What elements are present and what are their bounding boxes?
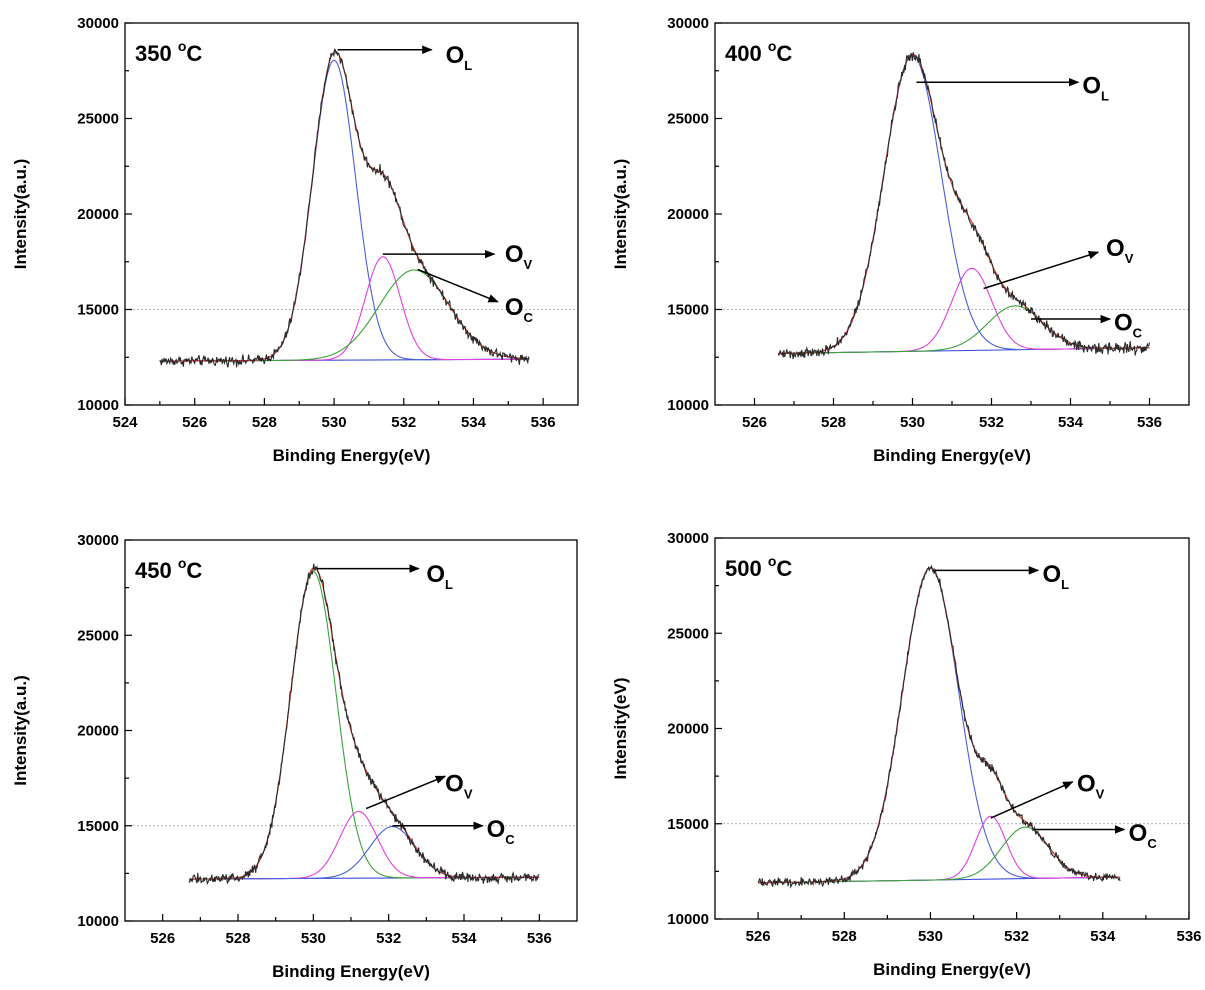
- x-tick-label: 534: [451, 930, 477, 947]
- y-tick-label: 20000: [667, 206, 709, 223]
- peak-curve-ol-350c: [159, 59, 530, 362]
- x-tick-label: 528: [225, 930, 250, 947]
- x-axis-label: Binding Energy(eV): [873, 446, 1031, 465]
- y-tick-label: 15000: [77, 302, 119, 319]
- peak-curve-oc-500c: [758, 826, 1121, 884]
- panel-title: 500 oC: [725, 553, 792, 581]
- arrow-ov: [990, 781, 1074, 819]
- x-tick-label: 534: [1090, 928, 1116, 945]
- fit-envelope-350c: [159, 50, 530, 362]
- chart-panel-450c: 10000 15000 20000 25000 30000 526 528 530 532 534…: [11, 532, 578, 981]
- peak-label-oc: OC: [487, 816, 516, 847]
- y-tick-label: 10000: [77, 913, 119, 930]
- peak-curve-ol-400c: [778, 54, 1150, 354]
- peak-label-ol: OL: [446, 42, 473, 73]
- plot-frame-350c: [124, 22, 579, 406]
- peak-label-ov: OV: [1106, 235, 1134, 266]
- x-tick-label: 536: [531, 414, 556, 431]
- y-tick-label: 20000: [77, 723, 119, 740]
- x-tick-label: 536: [1176, 928, 1201, 945]
- peak-curve-oc-350c: [159, 269, 530, 362]
- panel-title: 450 oC: [135, 555, 202, 583]
- x-tick-label: 530: [918, 928, 943, 945]
- x-tick-label: 532: [391, 414, 416, 431]
- peak-label-oc: OC: [1129, 820, 1158, 851]
- y-tick-label: 15000: [667, 816, 709, 833]
- x-tick-label: 526: [182, 414, 207, 431]
- y-tick-label: 20000: [77, 206, 119, 223]
- peak-label-oc: OC: [1114, 310, 1143, 341]
- y-axis-label: Intensity(a.u.): [11, 159, 30, 270]
- y-axis-label: Intensity(eV): [611, 677, 630, 779]
- x-axis-label: Binding Energy(eV): [273, 446, 431, 465]
- y-tick-label: 15000: [667, 302, 709, 319]
- arrow-oc: [417, 268, 499, 303]
- x-tick-label: 526: [742, 414, 767, 431]
- x-tick-label: 528: [252, 414, 277, 431]
- x-axis-label: Binding Energy(eV): [272, 962, 430, 981]
- peak-curve-ov-350c: [159, 256, 530, 362]
- x-tick-label: 532: [1004, 928, 1029, 945]
- chart-panel-400c: 10000 15000 20000 25000 30000 526 528 530 532 534…: [611, 15, 1190, 465]
- fit-envelope-500c: [758, 567, 1121, 884]
- arrow-ov: [365, 775, 447, 810]
- x-tick-label: 524: [112, 414, 138, 431]
- x-tick-label: 526: [746, 928, 771, 945]
- raw-spectrum-350c: [159, 48, 530, 368]
- y-tick-label: 30000: [667, 530, 709, 547]
- chart-panel-350c: 10000 15000 20000 25000 30000 524 526 528 530 532…: [11, 15, 579, 465]
- peak-curve-ov-400c: [778, 267, 1150, 354]
- raw-spectrum-400c: [777, 52, 1151, 360]
- plot-frame-500c: [714, 537, 1190, 920]
- y-tick-label: 10000: [667, 397, 709, 414]
- y-tick-label: 25000: [667, 625, 709, 642]
- y-tick-label: 10000: [77, 397, 119, 414]
- peak-label-ol: OL: [1042, 561, 1069, 592]
- x-axis-label: Binding Energy(eV): [873, 960, 1031, 979]
- chart-panel-500c: 10000 15000 20000 25000 30000 526 528 530 532 534…: [611, 530, 1202, 979]
- x-tick-label: 534: [461, 414, 487, 431]
- peak-label-ol: OL: [1082, 73, 1109, 104]
- x-tick-label: 530: [322, 414, 347, 431]
- y-tick-label: 30000: [77, 15, 119, 32]
- arrow-ov: [983, 251, 1100, 290]
- y-tick-label: 15000: [77, 818, 119, 835]
- peak-label-ov: OV: [1077, 770, 1105, 801]
- y-axis-label: Intensity(a.u.): [611, 159, 630, 270]
- y-axis-label: Intensity(a.u.): [11, 675, 30, 786]
- x-tick-label: 536: [1137, 414, 1162, 431]
- y-tick-label: 30000: [667, 15, 709, 32]
- y-tick-label: 25000: [667, 111, 709, 128]
- peak-curve-ol-500c: [758, 567, 1121, 884]
- raw-spectrum-450c: [188, 563, 540, 886]
- y-tick-label: 20000: [667, 721, 709, 738]
- peak-label-ov: OV: [505, 241, 533, 272]
- y-tick-label: 10000: [667, 911, 709, 928]
- panel-title: 400 oC: [725, 38, 792, 66]
- x-tick-label: 526: [150, 930, 175, 947]
- x-tick-label: 534: [1058, 414, 1084, 431]
- y-tick-label: 25000: [77, 627, 119, 644]
- x-tick-label: 536: [527, 930, 552, 947]
- x-tick-label: 530: [900, 414, 925, 431]
- raw-spectrum-500c: [757, 564, 1121, 890]
- panel-title: 350 oC: [135, 38, 202, 66]
- x-tick-label: 528: [832, 928, 857, 945]
- peak-curve-ov-500c: [758, 815, 1121, 884]
- peak-label-oc: OC: [505, 294, 534, 325]
- y-tick-label: 25000: [77, 111, 119, 128]
- x-tick-label: 528: [821, 414, 846, 431]
- y-tick-label: 30000: [77, 532, 119, 549]
- peak-label-ol: OL: [426, 561, 453, 592]
- x-tick-label: 532: [376, 930, 401, 947]
- peak-label-ov: OV: [445, 770, 473, 801]
- x-tick-label: 532: [979, 414, 1004, 431]
- x-tick-label: 530: [301, 930, 326, 947]
